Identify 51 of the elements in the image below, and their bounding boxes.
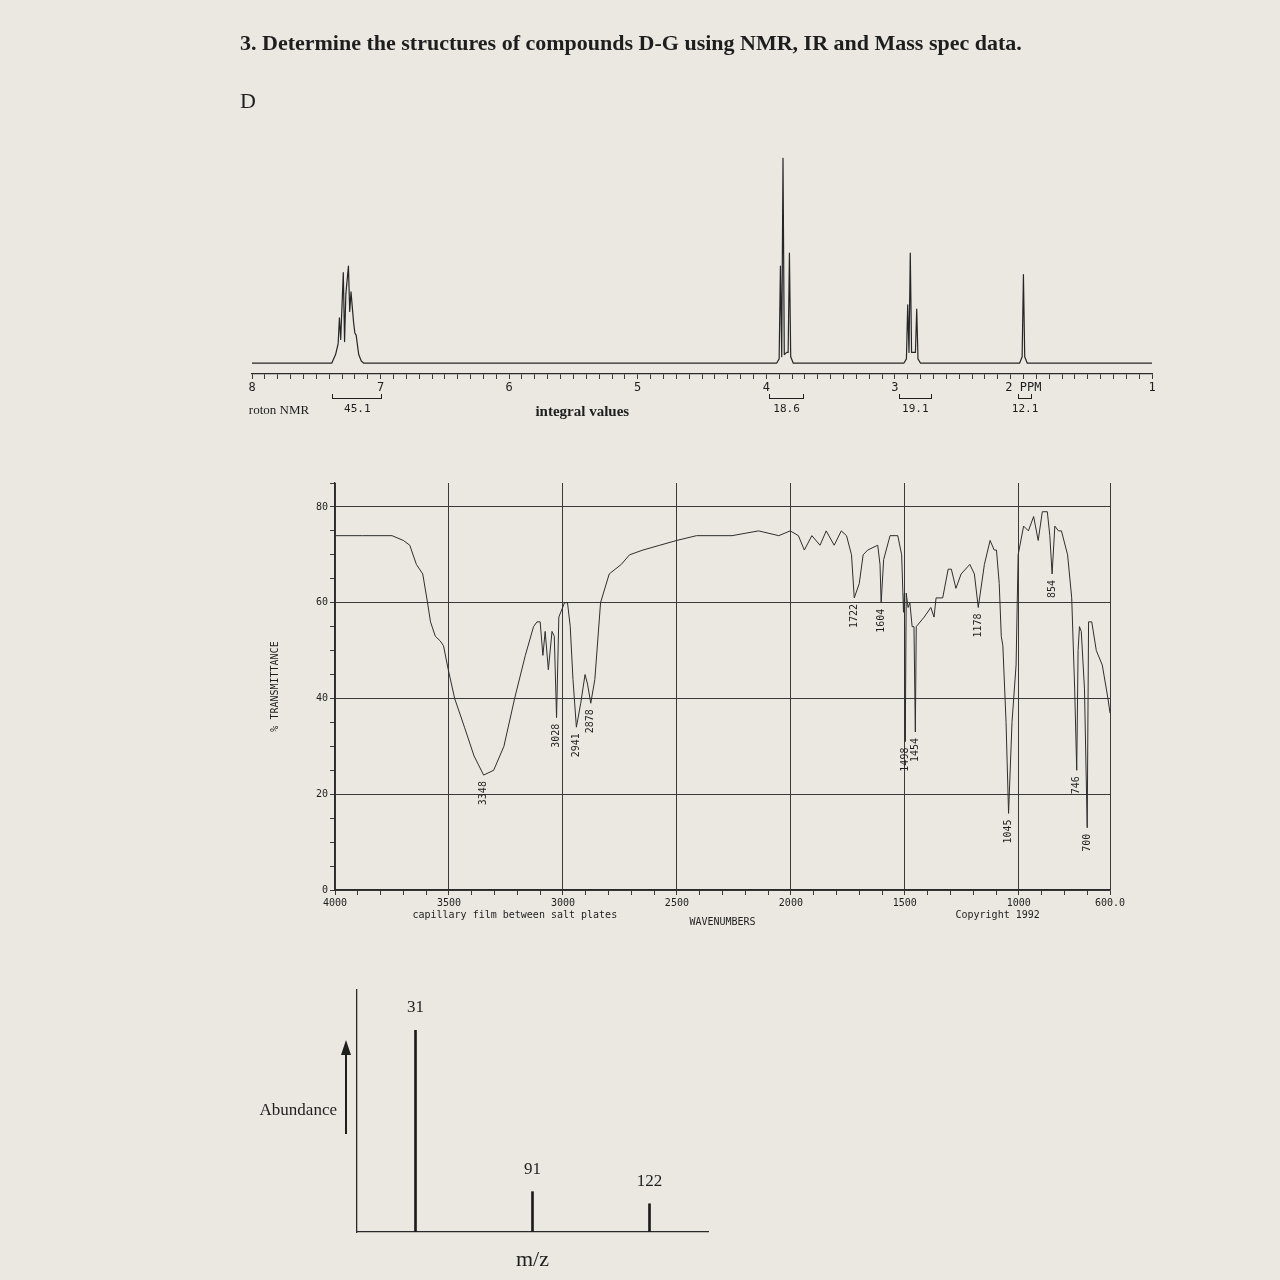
x-tick-label: 2 PPM bbox=[1005, 380, 1042, 395]
y-tick-label: 40 bbox=[315, 692, 328, 704]
x-tick-label: 91 bbox=[524, 1158, 541, 1178]
y-tick-label: 60 bbox=[315, 596, 328, 608]
text: roton NMR bbox=[248, 402, 310, 418]
annotation: 1178 bbox=[971, 613, 983, 638]
y-tick-label: 20 bbox=[315, 787, 328, 799]
annotation: 3028 bbox=[550, 723, 562, 748]
text: 18.6 bbox=[773, 401, 800, 415]
x-tick-label: 4000 bbox=[322, 896, 348, 908]
text: 45.1 bbox=[344, 401, 371, 415]
x-tick-label: 3 bbox=[891, 380, 899, 395]
text: capillary film between salt plates bbox=[412, 908, 618, 920]
annotation: 1498 bbox=[898, 747, 910, 772]
x-axis-title: WAVENUMBERS bbox=[689, 915, 756, 927]
chart-title: 3. Determine the structures of compounds D-G using NMR, IR and Mass spec data. bbox=[240, 30, 1022, 56]
annotation: 2878 bbox=[584, 709, 596, 734]
x-tick-label: 5 bbox=[634, 380, 642, 395]
y-axis-title: Abundance bbox=[259, 1100, 337, 1120]
y-axis-title: % TRANSMITTANCE bbox=[268, 641, 280, 732]
x-tick-label: 4 bbox=[762, 380, 770, 395]
x-tick-label: 3500 bbox=[436, 896, 462, 908]
annotation: 1604 bbox=[874, 608, 886, 633]
annotation: 700 bbox=[1080, 833, 1092, 852]
x-axis-title: m/z bbox=[516, 1245, 550, 1271]
text: integral values bbox=[535, 402, 630, 419]
text: 12.1 bbox=[1011, 401, 1039, 415]
x-tick-label: 122 bbox=[636, 1170, 663, 1190]
x-tick-label: 8 bbox=[248, 380, 256, 395]
annotation: 746 bbox=[1070, 776, 1082, 795]
x-tick-label: 600.0 bbox=[1094, 896, 1126, 908]
annotation: 1454 bbox=[908, 737, 920, 763]
x-tick-label: 31 bbox=[407, 997, 424, 1017]
x-tick-label: 3000 bbox=[550, 896, 575, 908]
annotation: 3348 bbox=[477, 781, 489, 806]
annotation: 2941 bbox=[569, 733, 581, 758]
annotation: 854 bbox=[1045, 579, 1057, 599]
x-tick-label: 1000 bbox=[1006, 896, 1031, 908]
x-tick-label: 7 bbox=[376, 380, 385, 395]
annotation: 1722 bbox=[847, 603, 859, 629]
x-tick-label: 2500 bbox=[664, 896, 689, 908]
text: Copyright 1992 bbox=[955, 908, 1040, 920]
annotation: 1045 bbox=[1002, 819, 1014, 844]
text: 19.1 bbox=[902, 401, 929, 415]
x-tick-label: 2000 bbox=[778, 896, 803, 908]
x-tick-label: 1 bbox=[1148, 380, 1156, 395]
y-tick-label: 0 bbox=[321, 883, 328, 895]
chart-subtitle: D bbox=[240, 88, 256, 114]
x-tick-label: 6 bbox=[505, 380, 513, 395]
y-tick-label: 80 bbox=[315, 500, 328, 512]
x-tick-label: 1500 bbox=[892, 896, 917, 908]
